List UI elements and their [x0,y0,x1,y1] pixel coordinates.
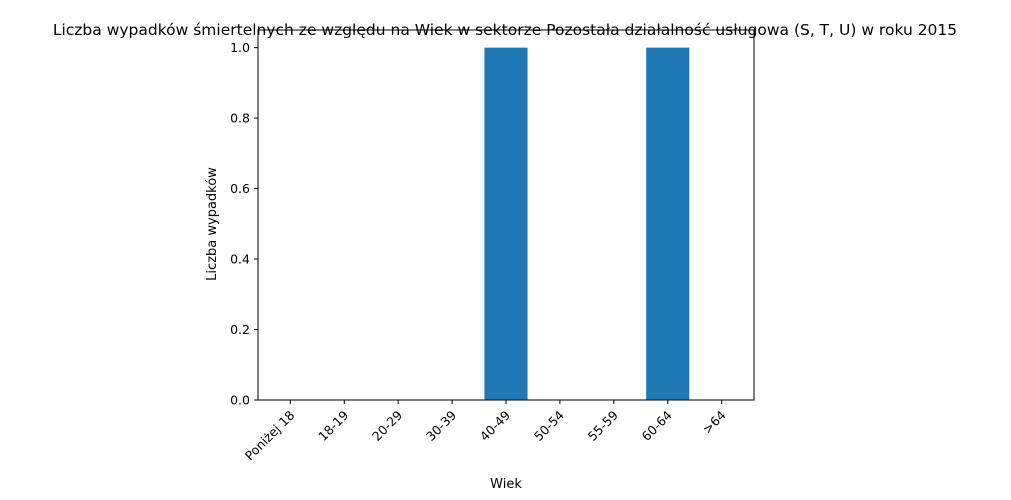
bar-40-49 [484,47,528,400]
x-tick-label: 55-59 [585,407,621,443]
x-tick-label: 50-54 [531,407,567,443]
plot-frame [257,29,755,401]
x-tick-label: 18-19 [315,407,351,443]
x-axis-label: Wiek [490,477,522,492]
x-tick-label: Poniżej 18 [242,407,298,463]
x-tick-label: 20-29 [369,407,405,443]
x-axis: Poniżej 18 18-19 20-29 30-39 40-49 50-54 55-59… [242,400,729,463]
x-tick-label: 40-49 [477,407,513,443]
y-axis: 0.0 0.2 0.4 0.6 0.8 1.0 [230,40,258,408]
y-axis-label: Liczba wypadków [205,167,220,281]
plot-area [484,47,690,400]
y-tick-label: 0.6 [230,181,250,196]
x-tick-label: 30-39 [423,407,459,443]
y-tick-label: 1.0 [230,40,250,55]
x-tick-label: >64 [700,407,729,436]
y-tick-label: 0.2 [230,322,250,337]
y-tick-label: 0.0 [230,393,250,408]
x-tick-label: 60-64 [639,407,675,443]
y-tick-label: 0.8 [230,111,250,126]
bar-60-64 [646,47,690,400]
y-tick-label: 0.4 [230,252,250,267]
